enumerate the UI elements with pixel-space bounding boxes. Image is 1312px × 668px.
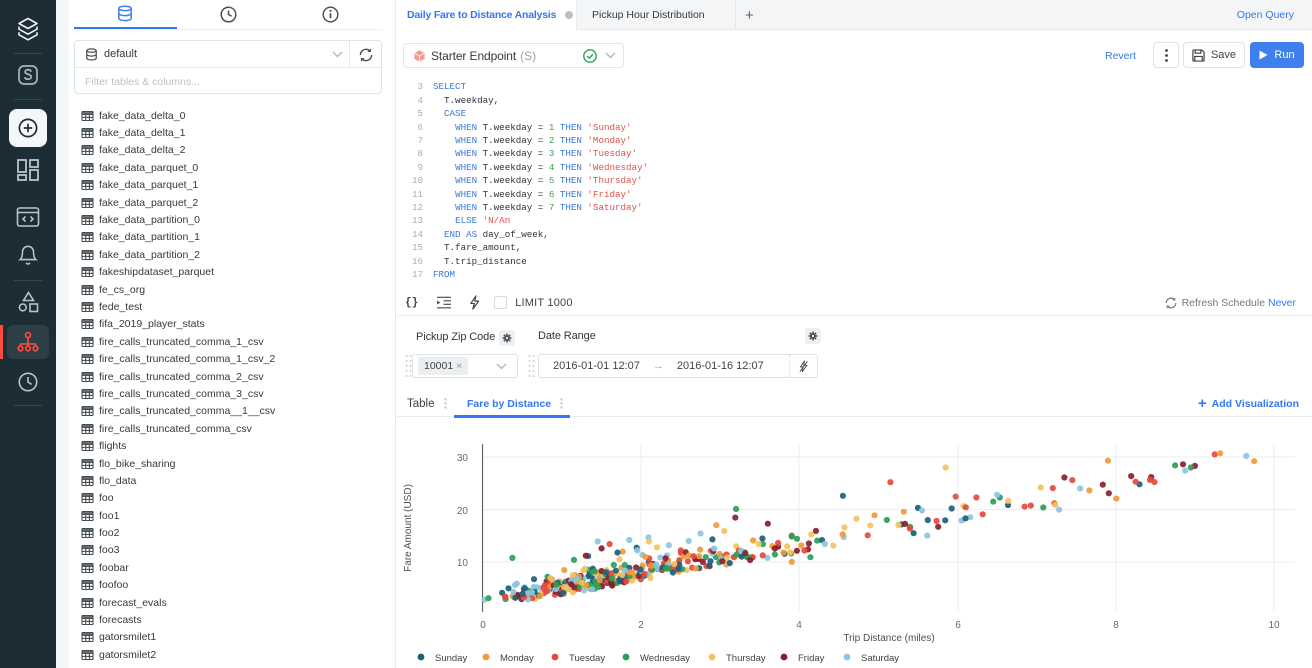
svg-text:20: 20 <box>457 506 469 517</box>
svg-text:Sunday: Sunday <box>435 653 467 664</box>
svg-text:Trip Distance (miles): Trip Distance (miles) <box>843 633 934 644</box>
svg-text:8: 8 <box>1113 620 1119 631</box>
svg-text:Monday: Monday <box>500 653 534 664</box>
svg-text:30: 30 <box>457 453 469 464</box>
svg-text:Wednesday: Wednesday <box>640 653 690 664</box>
svg-text:4: 4 <box>796 620 802 631</box>
svg-text:Tuesday: Tuesday <box>569 653 605 664</box>
svg-text:6: 6 <box>955 620 961 631</box>
svg-text:10: 10 <box>457 558 469 569</box>
svg-text:Thursday: Thursday <box>726 653 766 664</box>
svg-text:2: 2 <box>638 620 644 631</box>
svg-text:Saturday: Saturday <box>861 653 899 664</box>
svg-text:Friday: Friday <box>798 653 825 664</box>
svg-text:Fare Amount (USD): Fare Amount (USD) <box>403 484 414 572</box>
svg-text:0: 0 <box>480 620 486 631</box>
svg-text:10: 10 <box>1268 620 1280 631</box>
